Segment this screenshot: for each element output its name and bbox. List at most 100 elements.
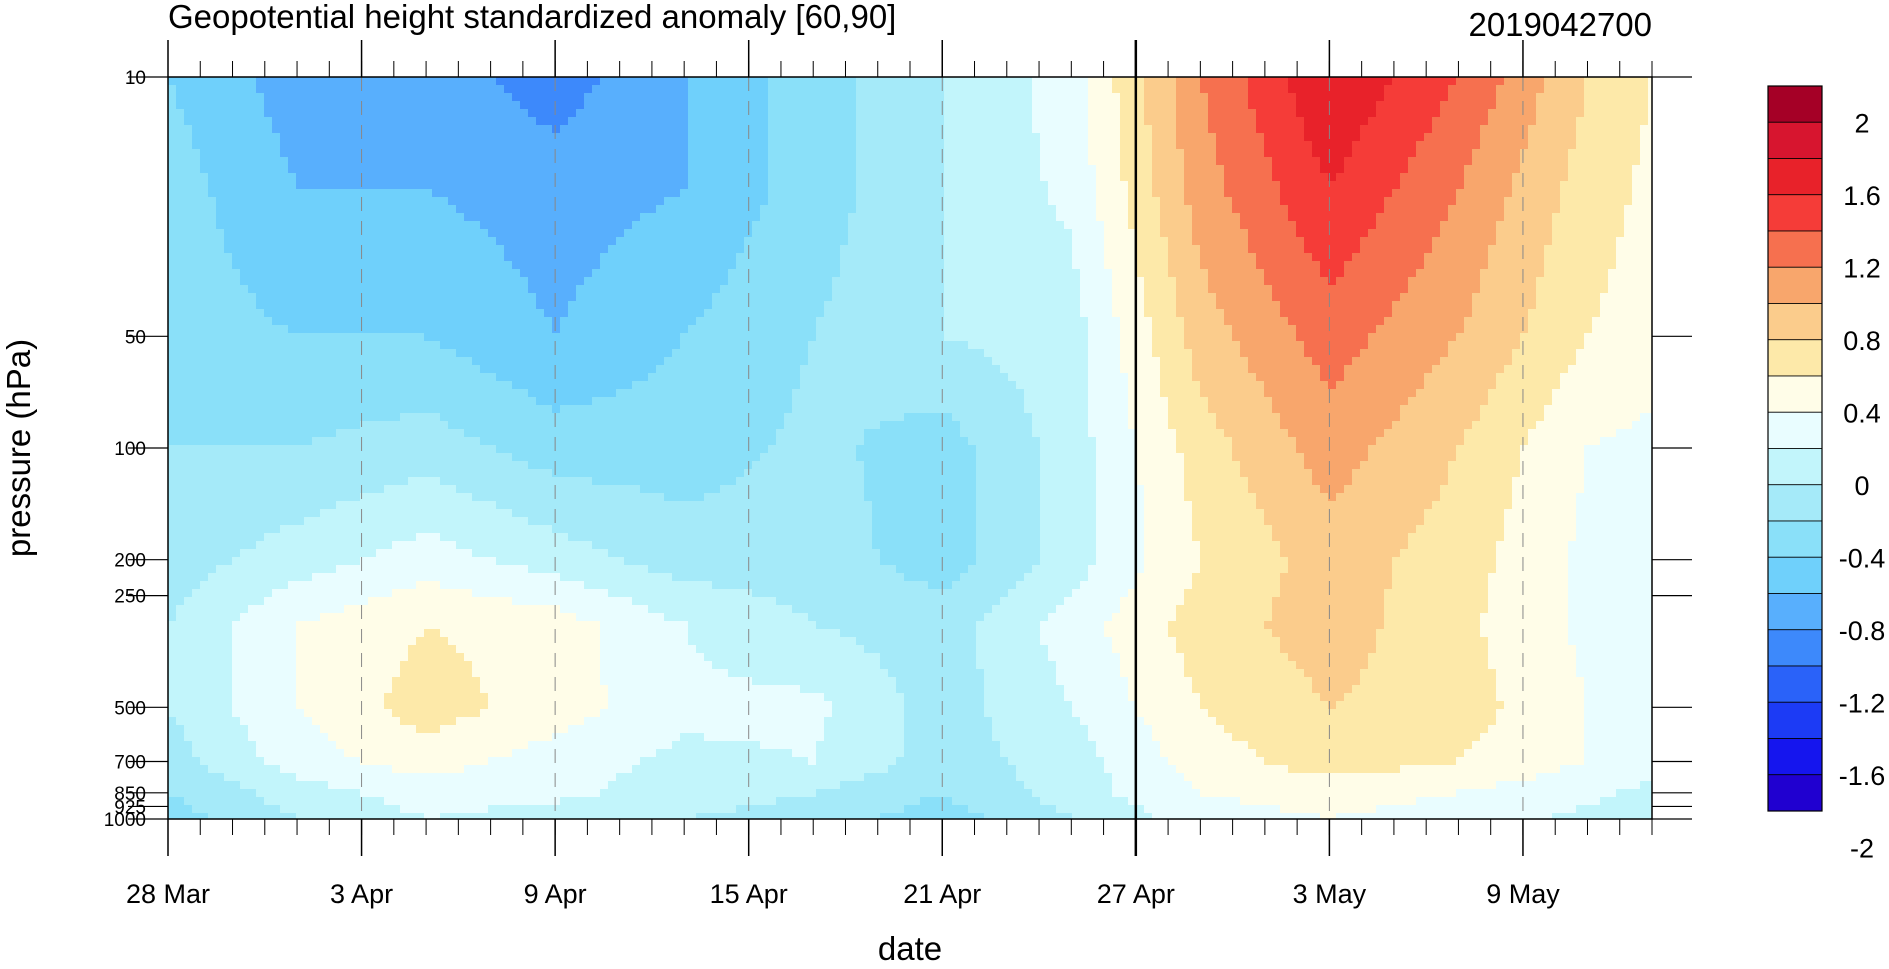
- heatmap-cell: [880, 181, 889, 190]
- heatmap-cell: [1632, 213, 1641, 222]
- heatmap-cell: [1160, 245, 1169, 254]
- heatmap-cell: [592, 237, 601, 246]
- heatmap-cell: [1072, 205, 1081, 214]
- heatmap-cell: [680, 93, 689, 102]
- heatmap-cell: [1328, 237, 1337, 246]
- heatmap-cell: [328, 221, 337, 230]
- heatmap-cell: [1464, 277, 1473, 286]
- heatmap-cell: [376, 149, 385, 158]
- heatmap-cell: [232, 165, 241, 174]
- heatmap-cell: [1200, 269, 1209, 278]
- heatmap-cell: [648, 197, 657, 206]
- heatmap-cell: [496, 189, 505, 198]
- heatmap-cell: [264, 285, 273, 294]
- heatmap-cell: [1336, 221, 1345, 230]
- heatmap-cell: [240, 149, 249, 158]
- heatmap-cell: [976, 245, 985, 254]
- heatmap-cell: [1456, 149, 1465, 158]
- heatmap-cell: [1456, 253, 1465, 262]
- heatmap-cell: [664, 189, 673, 198]
- heatmap-cell: [1296, 245, 1305, 254]
- heatmap-cell: [448, 117, 457, 126]
- heatmap-cell: [520, 197, 529, 206]
- heatmap-cell: [1464, 237, 1473, 246]
- heatmap-cell: [440, 149, 449, 158]
- heatmap-cell: [216, 101, 225, 110]
- heatmap-cell: [1400, 173, 1409, 182]
- heatmap-cell: [1408, 125, 1417, 134]
- heatmap-cell: [1488, 109, 1497, 118]
- heatmap-cell: [1184, 253, 1193, 262]
- heatmap-cell: [1008, 213, 1017, 222]
- heatmap-cell: [896, 181, 905, 190]
- heatmap-cell: [1208, 285, 1217, 294]
- heatmap-cell: [864, 285, 873, 294]
- heatmap-cell: [1112, 285, 1121, 294]
- heatmap-cell: [1056, 141, 1065, 150]
- heatmap-cell: [1384, 237, 1393, 246]
- heatmap-cell: [432, 269, 441, 278]
- heatmap-cell: [1152, 253, 1161, 262]
- heatmap-cell: [1072, 277, 1081, 286]
- heatmap-cell: [696, 181, 705, 190]
- heatmap-cell: [688, 253, 697, 262]
- heatmap-cell: [664, 205, 673, 214]
- heatmap-cell: [784, 117, 793, 126]
- heatmap-cell: [1312, 229, 1321, 238]
- heatmap-cell: [1368, 285, 1377, 294]
- heatmap-cell: [1120, 229, 1129, 238]
- heatmap-cell: [176, 277, 185, 286]
- heatmap-cell: [1184, 125, 1193, 134]
- heatmap-cell: [1080, 173, 1089, 182]
- heatmap-cell: [392, 109, 401, 118]
- heatmap-cell: [264, 85, 273, 94]
- heatmap-cell: [584, 117, 593, 126]
- heatmap-cell: [1464, 85, 1473, 94]
- heatmap-cell: [1480, 205, 1489, 214]
- heatmap-cell: [584, 245, 593, 254]
- heatmap-cell: [1624, 245, 1633, 254]
- heatmap-cell: [496, 77, 505, 86]
- heatmap-cell: [808, 205, 817, 214]
- heatmap-cell: [896, 93, 905, 102]
- heatmap-cell: [376, 261, 385, 270]
- heatmap-cell: [496, 109, 505, 118]
- heatmap-cell: [1136, 117, 1145, 126]
- heatmap-cell: [1056, 253, 1065, 262]
- heatmap-cell: [912, 197, 921, 206]
- heatmap-cell: [1280, 133, 1289, 142]
- heatmap-cell: [224, 213, 233, 222]
- heatmap-cell: [736, 141, 745, 150]
- heatmap-cell: [288, 229, 297, 238]
- heatmap-cell: [448, 229, 457, 238]
- heatmap-cell: [976, 213, 985, 222]
- heatmap-cell: [1624, 269, 1633, 278]
- heatmap-cell: [424, 245, 433, 254]
- heatmap-cell: [264, 165, 273, 174]
- heatmap-cell: [736, 165, 745, 174]
- heatmap-cell: [1360, 125, 1369, 134]
- heatmap-cell: [608, 253, 617, 262]
- heatmap-cell: [368, 173, 377, 182]
- heatmap-cell: [920, 205, 929, 214]
- heatmap-cell: [832, 77, 841, 86]
- heatmap-cell: [240, 117, 249, 126]
- heatmap-cell: [1232, 269, 1241, 278]
- heatmap-cell: [312, 197, 321, 206]
- heatmap-cell: [896, 237, 905, 246]
- heatmap-cell: [520, 253, 529, 262]
- heatmap-cell: [904, 213, 913, 222]
- heatmap-cell: [1568, 141, 1577, 150]
- heatmap-cell: [1352, 221, 1361, 230]
- heatmap-cell: [464, 205, 473, 214]
- heatmap-cell: [496, 269, 505, 278]
- heatmap-cell: [1048, 197, 1057, 206]
- heatmap-cell: [504, 269, 513, 278]
- heatmap-cell: [704, 85, 713, 94]
- heatmap-cell: [808, 197, 817, 206]
- heatmap-cell: [664, 277, 673, 286]
- heatmap-cell: [496, 205, 505, 214]
- heatmap-cell: [432, 221, 441, 230]
- heatmap-cell: [1176, 77, 1185, 86]
- heatmap-cell: [928, 205, 937, 214]
